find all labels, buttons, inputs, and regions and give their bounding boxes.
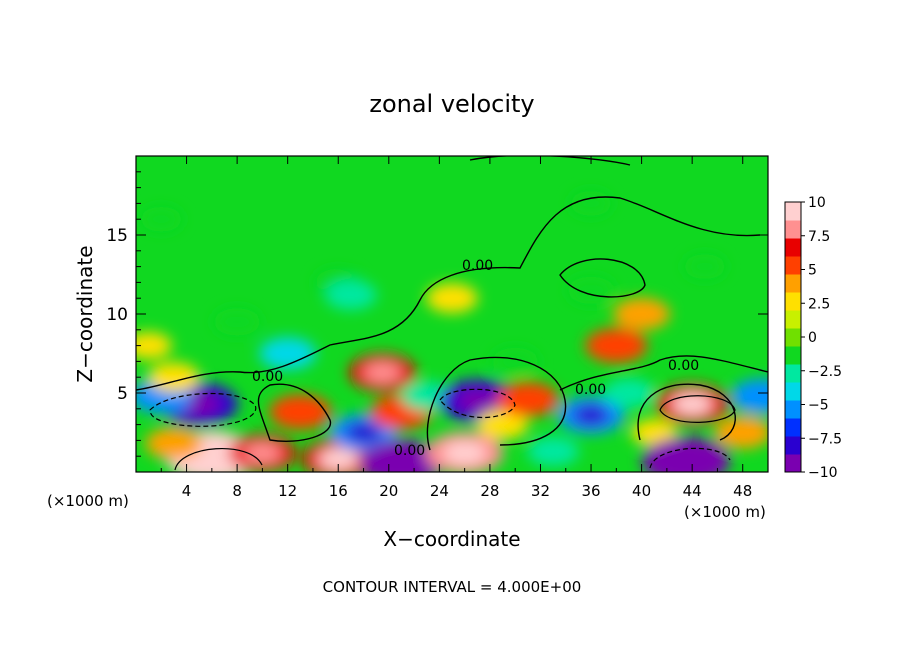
heat-core <box>672 393 713 416</box>
x-tick-label: 4 <box>182 482 192 500</box>
heat-cell <box>603 378 655 408</box>
heat-cell <box>426 283 478 314</box>
x-axis: 4 8 12 16 20 24 28 32 36 40 44 48 <box>160 156 752 500</box>
contour-label: 0.00 <box>575 382 606 398</box>
heat-cell <box>145 427 203 460</box>
heat-cell <box>140 206 182 232</box>
colorbar-swatch <box>785 346 801 365</box>
colorbar-tick-label: −10 <box>808 465 838 481</box>
zero-contour <box>257 383 332 442</box>
heat-core <box>443 441 486 465</box>
neg-contour <box>149 392 257 427</box>
heat-cell <box>684 254 726 279</box>
colorbar-swatch <box>785 454 801 473</box>
heat-cell <box>213 308 261 336</box>
chart-title: zonal velocity <box>369 90 534 118</box>
zero-contour <box>637 383 736 441</box>
colorbar-tick-label: −2.5 <box>808 364 842 380</box>
colorbar-swatch <box>785 382 801 401</box>
contour-label: 0.00 <box>394 443 425 459</box>
neg-contour <box>649 447 731 469</box>
y-tick-label: 10 <box>106 305 128 325</box>
pos-contour <box>659 395 736 423</box>
colorbar-tick-label: 0 <box>808 330 817 346</box>
heat-cell <box>567 276 615 304</box>
colorbar-swatch <box>785 256 801 275</box>
heat-cell <box>259 337 317 370</box>
colorbar-swatch <box>785 274 801 293</box>
heat-cell <box>631 418 678 447</box>
colorbar-swatch <box>785 418 801 437</box>
heat-core <box>243 442 281 464</box>
contour-label: 0.00 <box>668 358 699 374</box>
colorbar-swatch <box>785 220 801 239</box>
plot-area: 0.00 0.00 0.00 0.00 0.00 <box>135 155 769 473</box>
heat-core <box>378 450 425 472</box>
heat-cell <box>585 328 648 364</box>
heat-core <box>572 404 610 426</box>
colorbar-tick-label: 2.5 <box>808 296 830 312</box>
heat-cell <box>730 378 768 414</box>
x-tick-label: 44 <box>683 482 702 500</box>
heat-core <box>318 448 359 471</box>
contour-label: 0.00 <box>252 369 283 385</box>
zero-contour <box>426 356 567 451</box>
y-axis: 5 10 15 <box>106 171 768 457</box>
colorbar-tick-label: 10 <box>808 195 826 211</box>
colorbar: 10 7.5 5 2.5 0 −2.5 −5 −7.5 −10 <box>784 195 842 481</box>
x-tick-label: 24 <box>430 482 449 500</box>
colorbar-swatch <box>785 364 801 383</box>
zero-contour <box>559 355 768 391</box>
neg-contour <box>439 388 516 419</box>
contour-labels: 0.00 0.00 0.00 0.00 0.00 <box>252 258 699 459</box>
heat-cell <box>325 280 377 310</box>
colorbar-swatch <box>785 238 801 257</box>
x-tick-label: 36 <box>581 482 600 500</box>
pos-contour <box>174 448 263 471</box>
heat-core <box>345 422 382 443</box>
y-axis-label: Z−coordinate <box>73 245 97 382</box>
colorbar-tick-label: 5 <box>808 263 817 279</box>
heat-cell <box>570 191 612 216</box>
colorbar-swatch <box>785 436 801 455</box>
x-tick-label: 40 <box>632 482 651 500</box>
x-unit-left: (×1000 m) <box>47 492 129 510</box>
colorbar-swatch <box>785 310 801 329</box>
colorbar-swatch <box>785 292 801 311</box>
x-tick-label: 20 <box>379 482 398 500</box>
contour-lines <box>136 156 768 471</box>
x-unit-right: (×1000 m) <box>684 503 766 521</box>
x-axis-label: X−coordinate <box>383 527 520 551</box>
heat-cell <box>269 394 332 430</box>
heat-cell <box>492 347 539 375</box>
heat-cell <box>527 436 579 467</box>
heatmap-field: 0.00 0.00 0.00 0.00 0.00 <box>136 156 768 472</box>
x-tick-label: 12 <box>278 482 297 500</box>
colorbar-tick-label: −7.5 <box>808 431 842 447</box>
heat-core <box>364 362 401 383</box>
y-tick-label: 15 <box>106 226 128 246</box>
heat-core <box>661 447 711 472</box>
x-tick-label: 16 <box>329 482 348 500</box>
zero-contour <box>136 196 761 391</box>
heat-cell <box>136 332 172 360</box>
heat-cell <box>613 297 670 331</box>
colorbar-swatch <box>785 202 801 221</box>
x-tick-label: 28 <box>480 482 499 500</box>
x-tick-label: 8 <box>232 482 242 500</box>
colorbar-tick-label: 7.5 <box>808 229 830 245</box>
colorbar-swatch <box>785 400 801 419</box>
contour-interval-footer: CONTOUR INTERVAL = 4.000E+00 <box>323 578 582 596</box>
colorbar-swatch <box>785 328 801 347</box>
y-tick-label: 5 <box>117 384 128 404</box>
colorbar-tick-label: −5 <box>808 398 829 414</box>
contour-label: 0.00 <box>462 258 493 274</box>
x-tick-label: 32 <box>531 482 550 500</box>
heat-core <box>455 389 499 413</box>
heat-cell <box>496 381 559 417</box>
x-tick-label: 48 <box>733 482 752 500</box>
zero-contour <box>559 258 646 298</box>
heat-cell <box>714 416 768 449</box>
